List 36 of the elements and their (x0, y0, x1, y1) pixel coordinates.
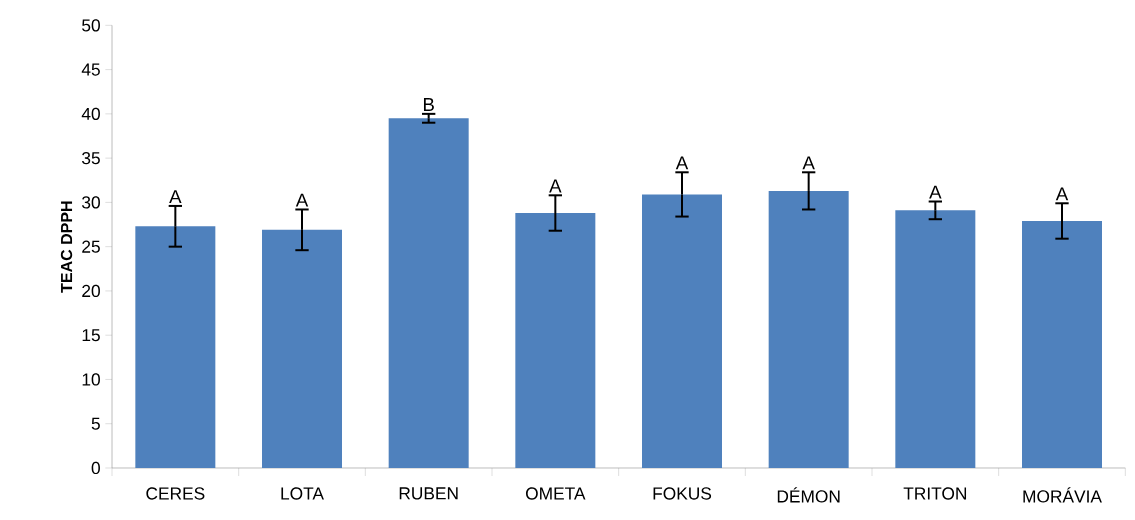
x-tick-label: MORÁVIA (1023, 487, 1102, 503)
bar (515, 213, 596, 468)
annotation: A (549, 179, 562, 193)
annotation: A (929, 185, 942, 199)
annotation: A (675, 156, 689, 170)
bar (262, 229, 343, 468)
bar (895, 210, 976, 468)
bar (388, 118, 469, 468)
y-tick-label: 40 (81, 107, 100, 120)
bar (768, 190, 849, 468)
annotation: A (169, 190, 182, 203)
x-tick-label: TRITON (903, 487, 967, 500)
y-tick-label: 20 (82, 284, 100, 298)
y-tick-label: 5 (91, 417, 100, 430)
y-tick-label: 30 (82, 196, 100, 209)
annotation: A (295, 193, 309, 207)
x-tick-label: LOTA (281, 487, 324, 500)
x-tick-label: OMETA (525, 487, 586, 500)
bar (135, 226, 216, 468)
x-tick-label: DÉMON (777, 487, 840, 503)
x-tick-label: FOKUS (653, 487, 712, 500)
annotation: B (423, 98, 434, 111)
y-tick-label: 45 (81, 63, 100, 76)
annotation: A (1055, 187, 1069, 201)
x-tick-label: CERES (146, 487, 205, 500)
y-tick-label: 50 (82, 19, 100, 32)
y-tick-label: 15 (82, 329, 100, 342)
y-axis-title: TEAC DPPH (60, 201, 73, 293)
x-tick-label: RUBEN (399, 487, 458, 500)
y-tick-label: 0 (91, 461, 100, 475)
y-tick-label: 25 (82, 240, 100, 253)
bar (642, 194, 722, 468)
y-tick-label: 10 (82, 373, 100, 386)
bar (1022, 220, 1102, 468)
annotation: A (802, 156, 815, 170)
y-tick-label: 35 (82, 151, 100, 165)
